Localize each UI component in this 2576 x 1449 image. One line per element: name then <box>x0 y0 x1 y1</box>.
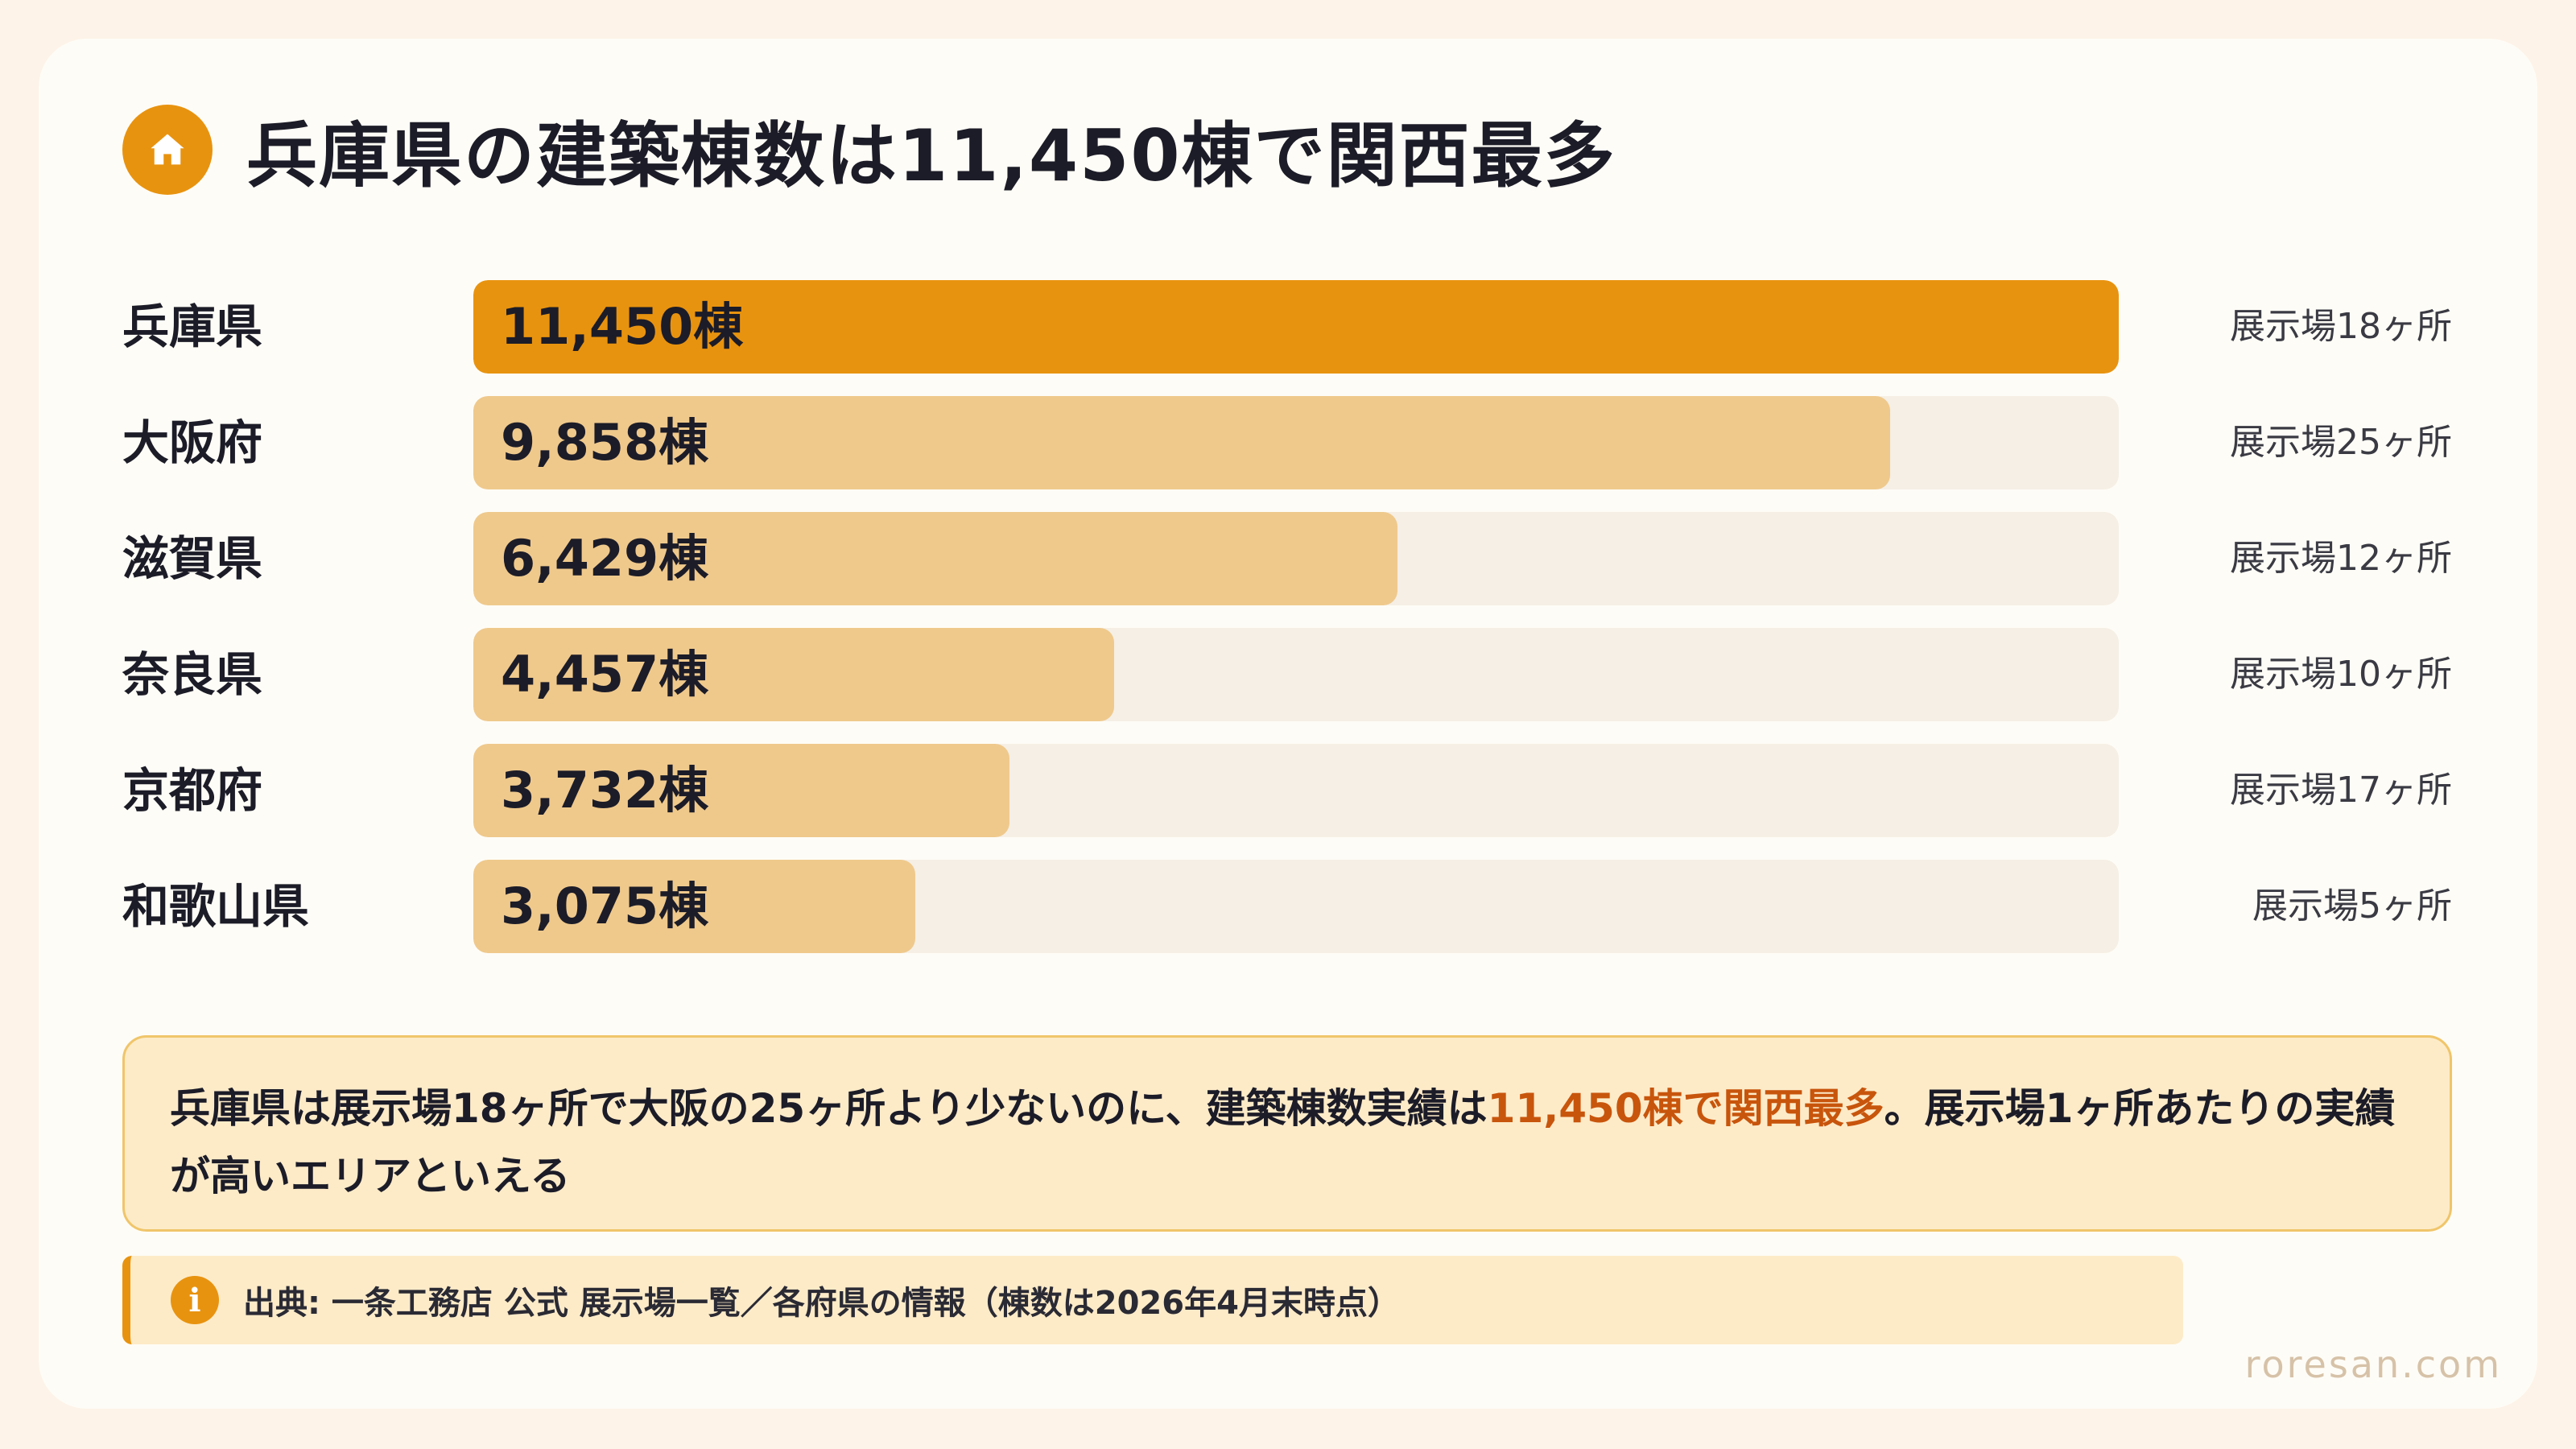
summary-note: 兵庫県は展示場18ヶ所で大阪の25ヶ所より少ないのに、建築棟数実績は11,450… <box>122 1035 2452 1232</box>
value-label: 6,429棟 <box>501 529 709 588</box>
chart-row: 和歌山県 3,075棟 展示場5ヶ所 <box>0 860 2452 953</box>
home-icon <box>122 105 213 195</box>
chart-row: 奈良県 4,457棟 展示場10ヶ所 <box>0 628 2452 721</box>
watermark: roresan.com <box>2244 1343 2502 1386</box>
bar <box>473 396 1890 489</box>
bar <box>473 512 1397 605</box>
showroom-count-label: 展示場25ヶ所 <box>2230 422 2452 463</box>
source-box: i 出典: 一条工務店 公式 展示場一覧／各府県の情報（棟数は2026年4月末時… <box>122 1256 2183 1344</box>
note-text-after: 。展示場1ヶ所あたりの実績が高いエリアといえる <box>170 1085 2396 1199</box>
category-label: 滋賀県 <box>122 531 263 586</box>
bar-track: 6,429棟 <box>473 512 2119 605</box>
chart-row: 滋賀県 6,429棟 展示場12ヶ所 <box>0 512 2452 605</box>
category-label: 兵庫県 <box>122 299 263 354</box>
note-highlight: 11,450棟で関西最多 <box>1487 1085 1885 1132</box>
bar-track: 3,732棟 <box>473 744 2119 837</box>
category-label: 和歌山県 <box>122 879 310 934</box>
value-label: 11,450棟 <box>501 297 744 356</box>
title-row: 兵庫県の建築棟数は11,450棟で関西最多 <box>122 105 1616 197</box>
showroom-count-label: 展示場12ヶ所 <box>2230 538 2452 579</box>
showroom-count-label: 展示場5ヶ所 <box>2252 886 2452 927</box>
value-label: 3,732棟 <box>501 761 709 819</box>
bar <box>473 628 1114 721</box>
chart-title: 兵庫県の建築棟数は11,450棟で関西最多 <box>246 114 1616 197</box>
bar-track: 9,858棟 <box>473 396 2119 489</box>
bar-track: 11,450棟 <box>473 280 2119 374</box>
showroom-count-label: 展示場17ヶ所 <box>2230 770 2452 811</box>
category-label: 大阪府 <box>122 415 263 470</box>
chart-row: 兵庫県 11,450棟 展示場18ヶ所 <box>0 280 2452 374</box>
value-label: 9,858棟 <box>501 413 709 472</box>
bar-track: 4,457棟 <box>473 628 2119 721</box>
showroom-count-label: 展示場10ヶ所 <box>2230 654 2452 695</box>
category-label: 京都府 <box>122 763 263 818</box>
bar <box>473 280 2119 374</box>
showroom-count-label: 展示場18ヶ所 <box>2230 306 2452 347</box>
source-text: 出典: 一条工務店 公式 展示場一覧／各府県の情報（棟数は2026年4月末時点） <box>243 1285 1400 1322</box>
category-label: 奈良県 <box>122 647 263 702</box>
bar-track: 3,075棟 <box>473 860 2119 953</box>
chart-row: 大阪府 9,858棟 展示場25ヶ所 <box>0 396 2452 489</box>
bar <box>473 744 1009 837</box>
note-text-before: 兵庫県は展示場18ヶ所で大阪の25ヶ所より少ないのに、建築棟数実績は <box>170 1085 1488 1132</box>
chart-row: 京都府 3,732棟 展示場17ヶ所 <box>0 744 2452 837</box>
value-label: 4,457棟 <box>501 645 709 704</box>
value-label: 3,075棟 <box>501 877 709 935</box>
info-icon: i <box>171 1276 219 1324</box>
bar <box>473 860 915 953</box>
